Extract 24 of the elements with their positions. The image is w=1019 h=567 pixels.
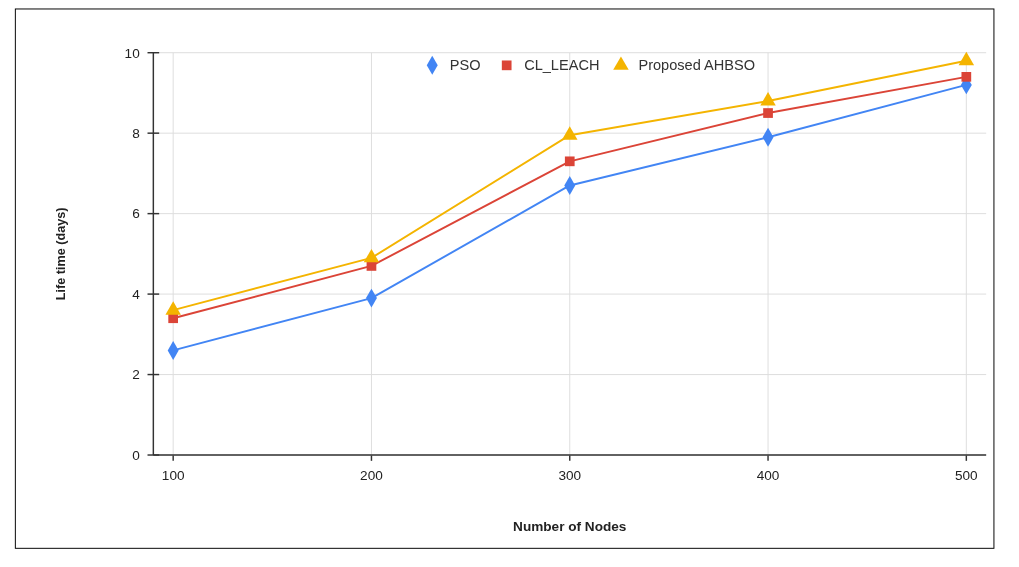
y-axis-title: Life time (days): [53, 207, 68, 301]
point: [165, 301, 181, 315]
y-tick-label: 10: [124, 45, 141, 61]
point: [961, 71, 972, 82]
legend-label: PSO: [449, 57, 481, 74]
point: [958, 51, 975, 66]
legend-label: CL_LEACH: [524, 57, 600, 74]
point: [562, 126, 578, 140]
y-tick-label: 4: [132, 286, 141, 302]
point: [363, 248, 380, 263]
y-tick-label: 2: [132, 367, 140, 383]
point: [760, 92, 776, 106]
legend-label: Proposed AHBSO: [638, 57, 756, 74]
x-tick-label: 400: [756, 468, 780, 484]
point: [564, 156, 575, 167]
y-tick-label: 8: [132, 126, 140, 142]
x-tick-label: 100: [161, 468, 185, 484]
x-tick-label: 200: [360, 468, 384, 484]
y-tick-label: 6: [132, 206, 140, 222]
x-tick-label: 500: [954, 468, 979, 484]
x-tick-label: 300: [558, 468, 582, 484]
point: [763, 108, 773, 118]
y-tick-label: 0: [132, 447, 141, 463]
x-axis-title: Number of Nodes: [513, 518, 627, 534]
